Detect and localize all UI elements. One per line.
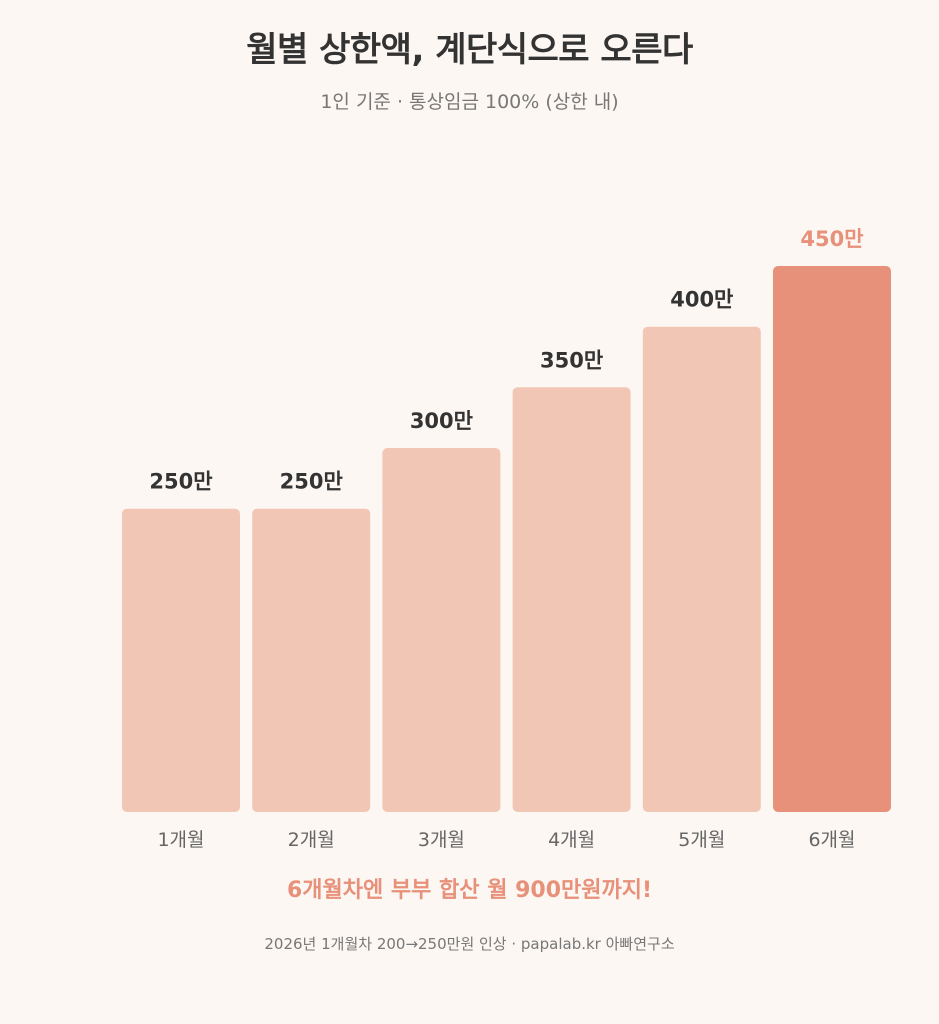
- bar-value-label-5: 400만: [670, 288, 733, 312]
- x-tick-label-1: 1개월: [157, 829, 204, 851]
- x-tick-label-4: 4개월: [548, 829, 595, 851]
- x-tick-label-3: 3개월: [418, 829, 465, 851]
- x-tick-label-5: 5개월: [678, 829, 725, 851]
- bar-value-label-6: 450만: [800, 227, 863, 251]
- chart-subtitle: 1인 기준 · 통상임금 100% (상한 내): [320, 91, 619, 113]
- bar-value-label-4: 350만: [540, 348, 603, 372]
- bar-3: [382, 448, 501, 812]
- footer-note: 2026년 1개월차 200→250만원 인상 · papalab.kr 아빠연…: [264, 935, 675, 953]
- bar-value-label-3: 300만: [410, 409, 473, 433]
- bar-value-label-1: 250만: [149, 470, 212, 494]
- bar-4: [512, 387, 631, 812]
- x-tick-label-6: 6개월: [808, 829, 855, 851]
- bar-value-label-2: 250만: [280, 470, 343, 494]
- bar-1: [122, 508, 240, 812]
- chart-title: 월별 상한액, 계단식으로 오른다: [246, 30, 693, 70]
- bar-6: [773, 266, 891, 812]
- x-tick-label-2: 2개월: [288, 829, 335, 851]
- bar-2: [252, 508, 371, 812]
- bar-5: [642, 326, 761, 812]
- highlight-callout: 6개월차엔 부부 합산 월 900만원까지!: [286, 878, 653, 903]
